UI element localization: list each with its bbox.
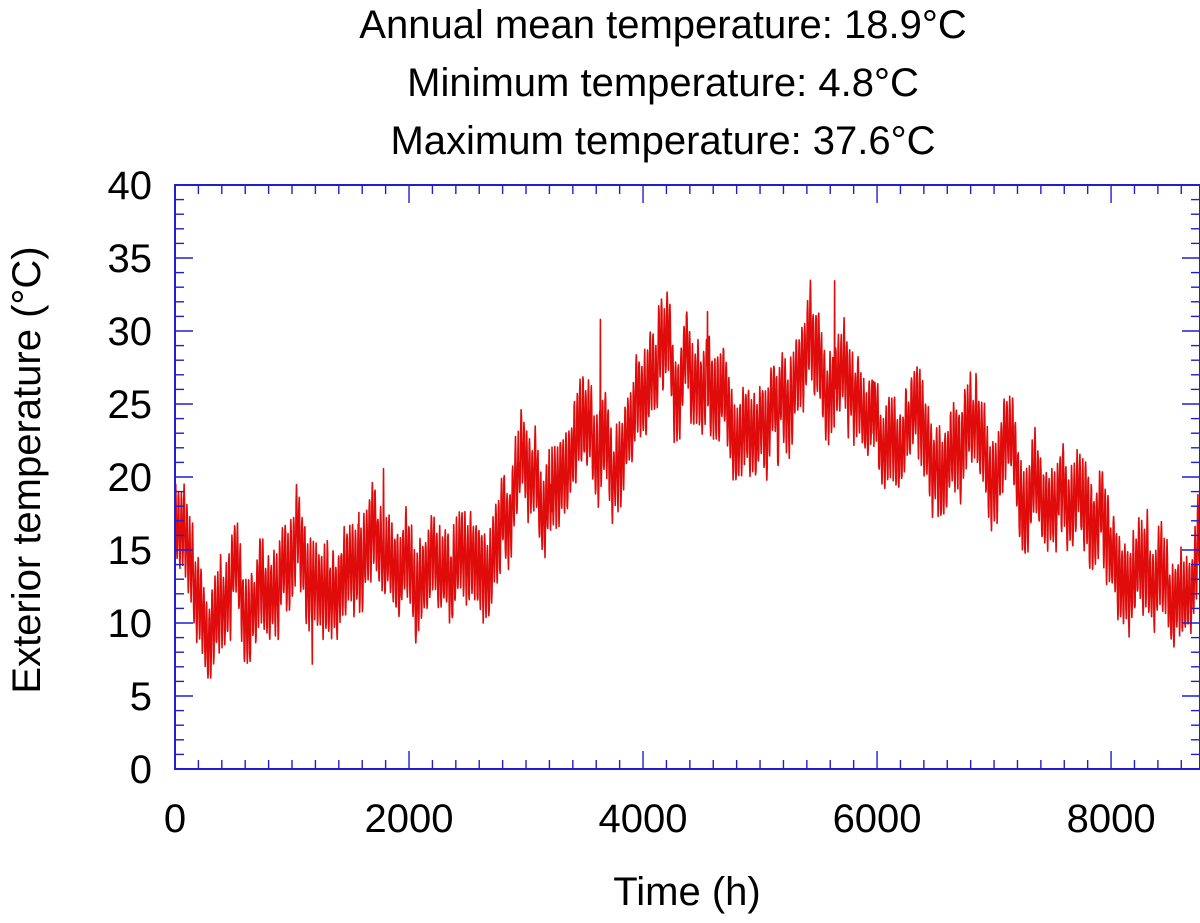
x-tick-label: 6000: [833, 797, 922, 841]
x-tick-label: 0: [164, 797, 186, 841]
y-tick-label: 40: [108, 164, 153, 208]
y-tick-label: 5: [130, 675, 152, 719]
minor-ticks: [175, 185, 1200, 769]
x-axis-title: Time (h): [613, 870, 760, 914]
x-tick-label: 2000: [365, 797, 454, 841]
title-line-min: Minimum temperature: 4.8°C: [407, 61, 919, 105]
y-tick-label: 25: [108, 383, 153, 427]
y-tick-labels: 0 5 10 15 20 25 30 35 40: [108, 164, 153, 792]
title-line-max: Maximum temperature: 37.6°C: [390, 119, 935, 163]
series-temperature-line: [175, 279, 1200, 679]
y-tick-label: 20: [108, 456, 153, 500]
x-tick-label: 8000: [1067, 797, 1156, 841]
y-tick-label: 0: [130, 748, 152, 792]
x-tick-label: 4000: [599, 797, 688, 841]
y-tick-label: 30: [108, 310, 153, 354]
y-tick-label: 10: [108, 602, 153, 646]
title-line-mean: Annual mean temperature: 18.9°C: [359, 3, 966, 47]
y-axis-title: Exterior temperature (°C): [5, 246, 49, 693]
y-tick-label: 15: [108, 529, 153, 573]
chart-title: Annual mean temperature: 18.9°C Minimum …: [359, 3, 966, 163]
y-tick-label: 35: [108, 237, 153, 281]
plot-frame: [174, 184, 1200, 770]
series-layer: [175, 279, 1200, 679]
x-tick-labels: 0 2000 4000 6000 8000: [164, 797, 1156, 841]
